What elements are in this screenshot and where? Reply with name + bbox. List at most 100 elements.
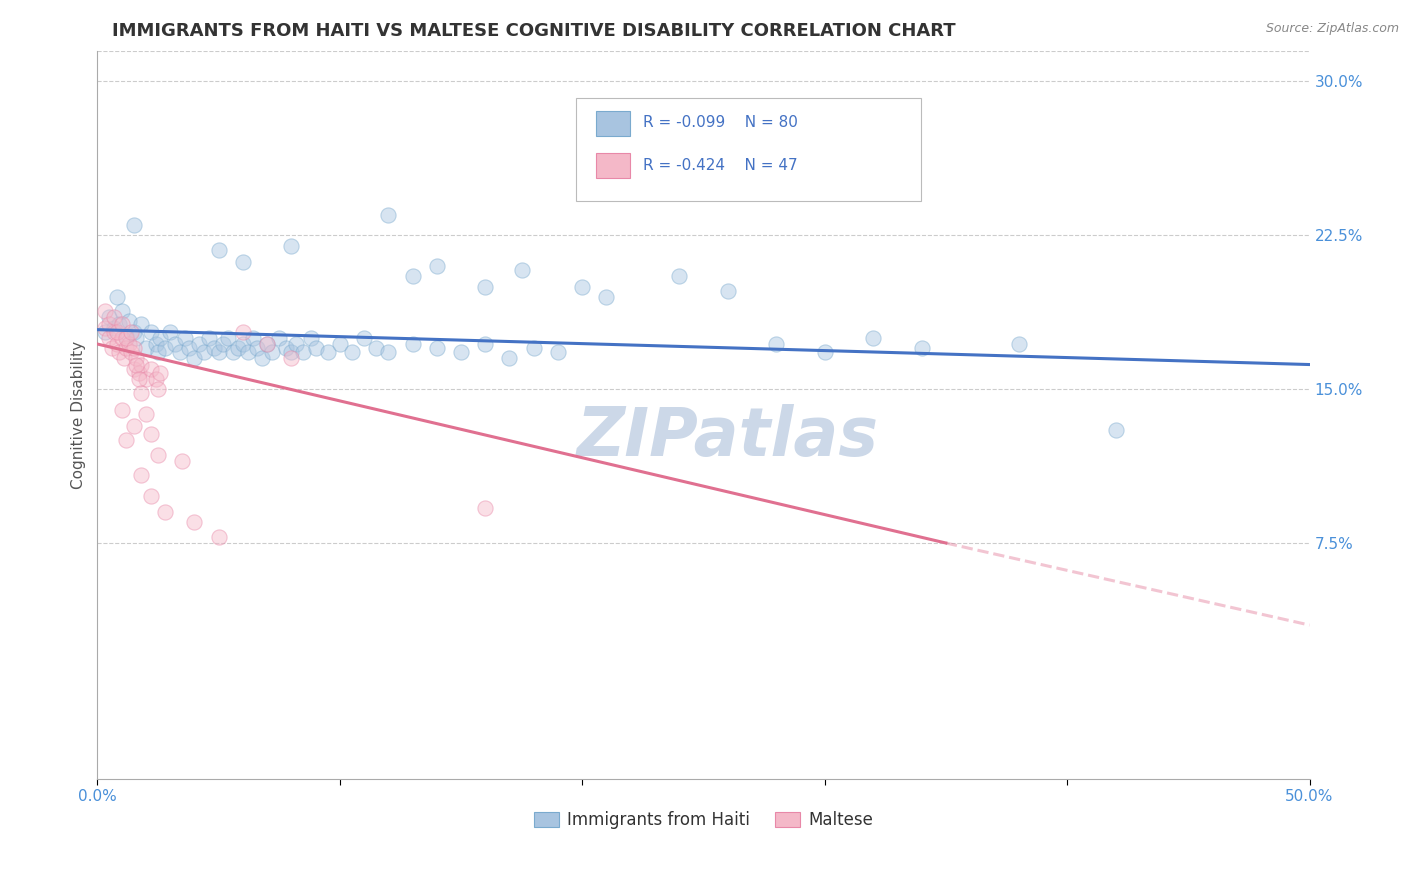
Point [110, 402, 132, 417]
Point [122, 361, 145, 376]
Point [120, 325, 142, 339]
Point [377, 208, 399, 222]
Point [139, 427, 162, 442]
Point [232, 255, 254, 269]
Point [212, 337, 235, 351]
Point [146, 382, 169, 396]
Point [110, 331, 132, 345]
Point [122, 218, 145, 232]
Point [246, 341, 269, 355]
Point [207, 345, 229, 359]
Point [145, 372, 167, 386]
Point [340, 345, 363, 359]
Point [242, 331, 264, 345]
Point [1104, 423, 1126, 437]
Point [139, 489, 162, 503]
Point [103, 320, 125, 334]
Point [256, 337, 278, 351]
Point [207, 530, 229, 544]
Point [188, 337, 211, 351]
Point [304, 341, 326, 355]
Point [173, 331, 195, 345]
Point [401, 269, 423, 284]
Point [125, 358, 148, 372]
Point [198, 331, 221, 345]
Point [202, 341, 225, 355]
Point [98, 310, 121, 325]
Point [105, 337, 128, 351]
Point [426, 259, 449, 273]
Point [285, 337, 308, 351]
Point [128, 366, 150, 380]
Point [135, 407, 157, 421]
Point [149, 331, 172, 345]
Point [276, 341, 298, 355]
Point [93, 304, 115, 318]
Point [316, 345, 339, 359]
Point [207, 243, 229, 257]
Point [620, 126, 643, 140]
Point [129, 358, 152, 372]
Point [183, 516, 205, 530]
Point [169, 345, 191, 359]
Text: R = -0.424    N = 47: R = -0.424 N = 47 [643, 158, 797, 172]
Point [98, 317, 121, 331]
Point [193, 345, 215, 359]
Point [717, 284, 740, 298]
Point [93, 320, 115, 334]
Point [118, 314, 141, 328]
Point [149, 366, 172, 380]
Point [103, 325, 125, 339]
Point [910, 341, 932, 355]
Point [115, 328, 138, 343]
Point [765, 337, 787, 351]
Point [159, 325, 181, 339]
Point [120, 345, 142, 359]
Point [93, 325, 115, 339]
Point [115, 341, 138, 355]
Text: R = -0.099    N = 80: R = -0.099 N = 80 [643, 115, 797, 129]
Point [105, 290, 128, 304]
Point [108, 345, 131, 359]
Point [595, 290, 617, 304]
Point [139, 361, 162, 376]
Point [155, 505, 177, 519]
Point [353, 331, 375, 345]
Point [260, 345, 283, 359]
Point [498, 351, 520, 366]
Point [547, 345, 569, 359]
Point [172, 454, 194, 468]
Point [129, 317, 152, 331]
Text: IMMIGRANTS FROM HAITI VS MALTESE COGNITIVE DISABILITY CORRELATION CHART: IMMIGRANTS FROM HAITI VS MALTESE COGNITI… [112, 22, 956, 40]
Point [110, 304, 132, 318]
Point [139, 325, 162, 339]
Point [226, 341, 249, 355]
Point [115, 434, 138, 448]
Point [232, 325, 254, 339]
Point [135, 341, 157, 355]
Point [236, 345, 259, 359]
Point [571, 279, 593, 293]
Y-axis label: Cognitive Disability: Cognitive Disability [72, 341, 86, 489]
Point [122, 341, 145, 355]
Point [426, 341, 449, 355]
Point [474, 337, 496, 351]
Point [183, 351, 205, 366]
Point [98, 331, 121, 345]
Point [128, 372, 150, 386]
Legend: Immigrants from Haiti, Maltese: Immigrants from Haiti, Maltese [527, 805, 880, 836]
Point [122, 419, 145, 434]
Point [217, 331, 239, 345]
Point [103, 310, 125, 325]
Point [299, 331, 322, 345]
Point [377, 345, 399, 359]
Point [125, 331, 148, 345]
Point [129, 386, 152, 401]
Point [108, 317, 131, 331]
Text: Source: ZipAtlas.com: Source: ZipAtlas.com [1265, 22, 1399, 36]
Point [292, 345, 315, 359]
Point [122, 325, 145, 339]
Point [146, 448, 169, 462]
Point [155, 341, 177, 355]
Point [101, 341, 124, 355]
